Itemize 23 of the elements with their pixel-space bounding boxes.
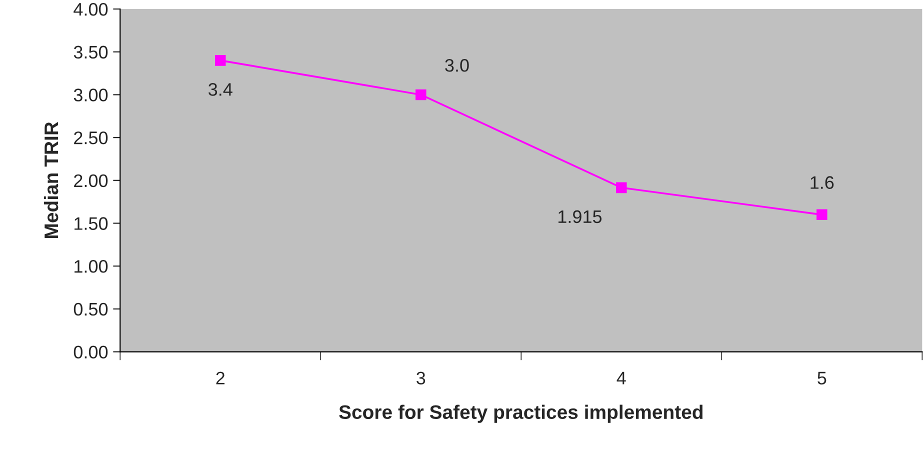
- x-axis-title: Score for Safety practices implemented: [339, 404, 702, 423]
- point: [214, 55, 226, 66]
- y-tick-label: 4.00: [74, 2, 108, 16]
- point: [416, 89, 426, 100]
- y-tick-label: 2.50: [74, 131, 108, 144]
- y-tick-label: 1.50: [74, 217, 108, 230]
- point: [616, 182, 627, 194]
- data-label: 1.915: [558, 210, 602, 224]
- x-tick-label: 4: [616, 372, 626, 384]
- x-tick-label: 2: [216, 372, 224, 384]
- point: [816, 209, 828, 220]
- y-tick-label: 3.50: [74, 46, 108, 59]
- y-tick-label: 3.00: [74, 88, 108, 102]
- data-label: 1.6: [810, 176, 834, 189]
- x-tick-label: 3: [416, 372, 426, 384]
- y-axis-title: Median TRIR: [44, 122, 58, 238]
- y-tick-label: 2.00: [74, 174, 108, 188]
- data-label: 3.4: [208, 83, 232, 96]
- x-tick-label: 5: [818, 372, 826, 384]
- y-tick-label: 1.00: [74, 260, 108, 273]
- y-tick-label: 0.00: [74, 346, 108, 358]
- data-label: 3.0: [445, 58, 469, 72]
- y-tick-label: 0.50: [74, 302, 108, 316]
